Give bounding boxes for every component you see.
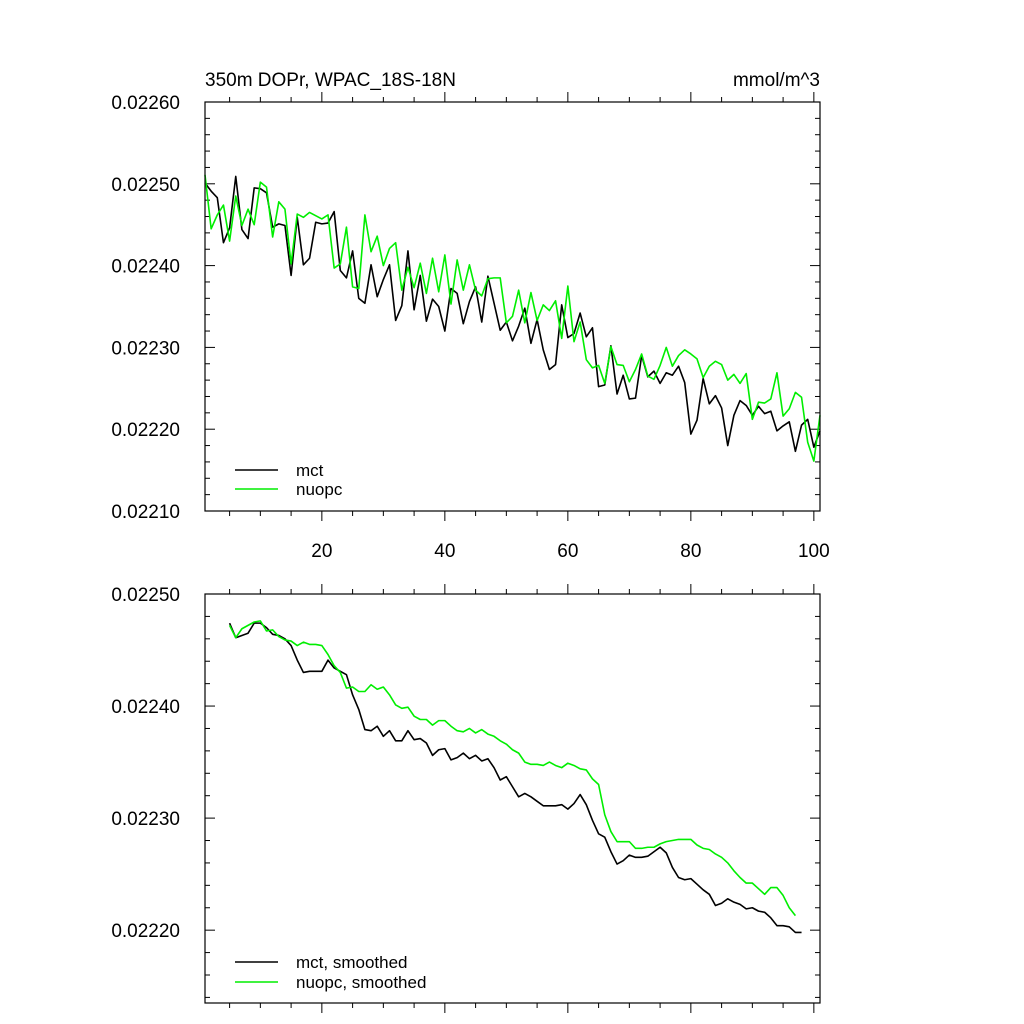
legend-nuopc-label: nuopc bbox=[296, 480, 343, 499]
bottom-panel-series bbox=[228, 620, 802, 934]
top-ytick-label: 0.02250 bbox=[111, 175, 180, 196]
top-legend: mct nuopc bbox=[235, 461, 343, 499]
top-panel-axes: 0.02210 0.02220 0.02230 0.02240 0.02250 0.022… bbox=[111, 92, 830, 562]
top-series-nuopc bbox=[204, 174, 821, 462]
bottom-series-nuopc-smoothed bbox=[228, 620, 797, 917]
top-xtick-label: 40 bbox=[434, 541, 455, 562]
bottom-ytick-label: 0.02240 bbox=[111, 697, 180, 718]
bottom-panel-frame bbox=[204, 593, 821, 1004]
legend-nuopc-smoothed-label: nuopc, smoothed bbox=[296, 973, 426, 992]
top-ytick-label: 0.02210 bbox=[111, 502, 180, 523]
top-panel-series bbox=[204, 174, 821, 462]
top-xtick-label: 100 bbox=[798, 541, 830, 562]
top-xtick-label: 20 bbox=[311, 541, 332, 562]
legend-mct-smoothed-label: mct, smoothed bbox=[296, 953, 408, 972]
top-panel: 350m DOPr, WPAC_18S-18N mmol/m^3 0.02210… bbox=[111, 70, 829, 562]
top-xtick-label: 80 bbox=[680, 541, 701, 562]
top-ytick-label: 0.02220 bbox=[111, 420, 180, 441]
top-panel-units: mmol/m^3 bbox=[733, 70, 820, 91]
top-ytick-label: 0.02260 bbox=[111, 93, 180, 114]
bottom-legend: mct, smoothed nuopc, smoothed bbox=[235, 953, 426, 992]
bottom-series-mct-smoothed bbox=[228, 622, 802, 934]
bottom-ytick-label: 0.02230 bbox=[111, 809, 180, 830]
bottom-ytick-label: 0.02250 bbox=[111, 585, 180, 606]
bottom-panel-axes: 0.02220 0.02230 0.02240 0.02250 bbox=[111, 584, 820, 1013]
top-series-mct bbox=[204, 175, 821, 453]
legend-mct-label: mct bbox=[296, 461, 324, 480]
bottom-panel: 0.02220 0.02230 0.02240 0.02250 mct, smooth… bbox=[111, 584, 821, 1013]
top-ytick-label: 0.02230 bbox=[111, 338, 180, 359]
top-xtick-label: 60 bbox=[557, 541, 578, 562]
bottom-ytick-label: 0.02220 bbox=[111, 921, 180, 942]
top-ytick-label: 0.02240 bbox=[111, 257, 180, 278]
top-panel-frame bbox=[204, 101, 821, 512]
top-panel-title: 350m DOPr, WPAC_18S-18N bbox=[205, 70, 456, 91]
